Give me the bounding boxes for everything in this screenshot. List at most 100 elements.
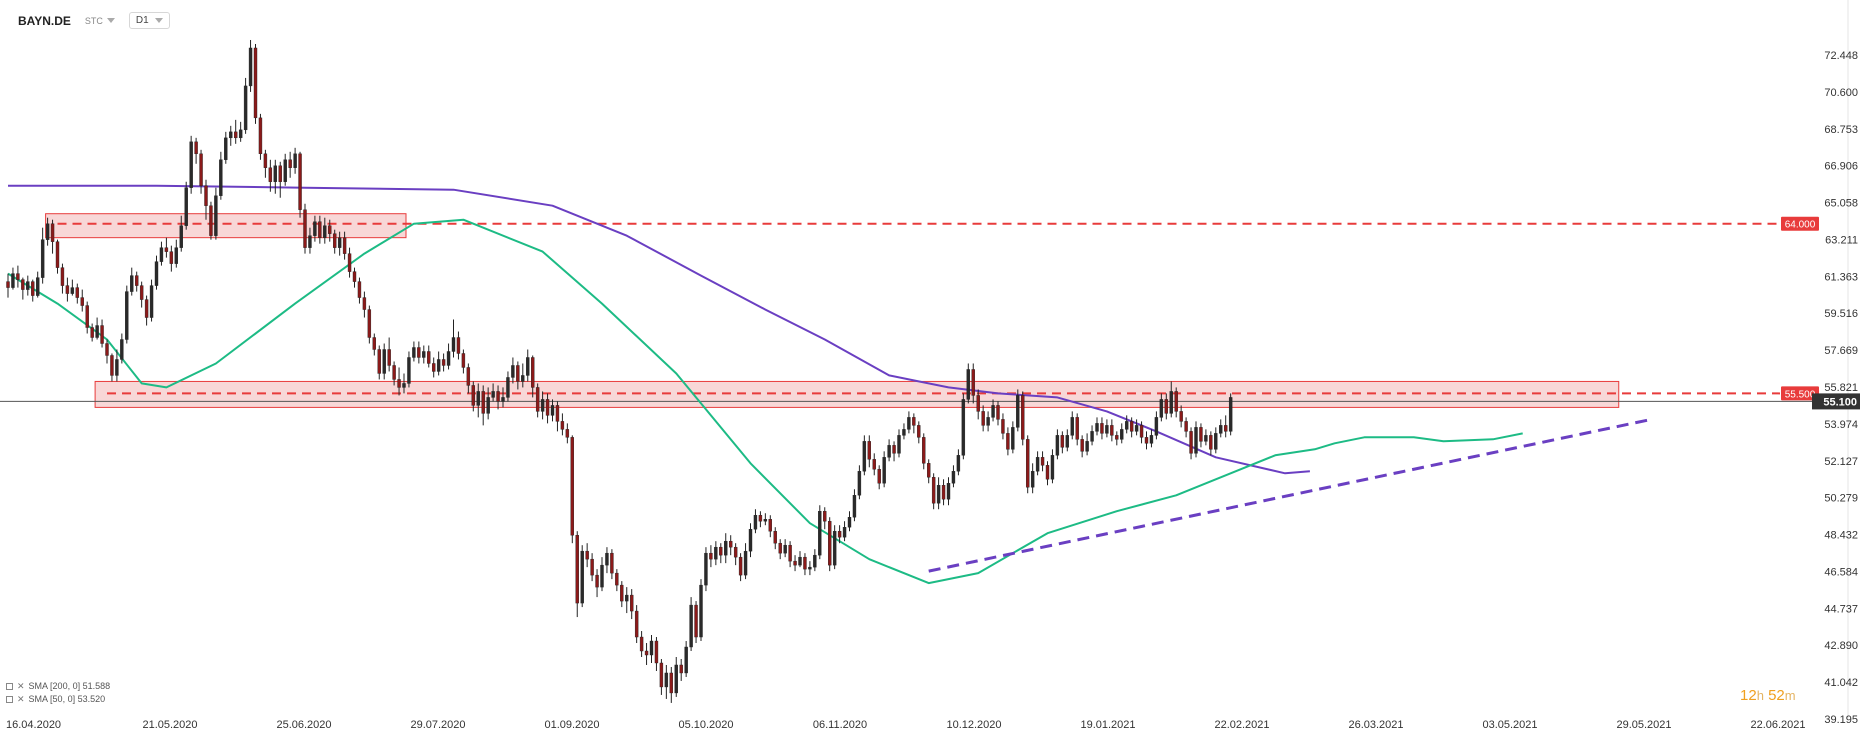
candle-body — [70, 287, 75, 294]
candle — [526, 349, 530, 382]
candle — [263, 149, 268, 178]
candle — [446, 343, 451, 370]
candle-body — [674, 664, 678, 694]
settings-icon[interactable] — [6, 683, 13, 690]
candle — [471, 381, 475, 412]
candle-body — [580, 550, 584, 604]
candle-body — [179, 225, 183, 248]
y-tick-label: 70.600 — [1824, 87, 1858, 99]
timer-minutes: 52 — [1768, 687, 1785, 704]
candle-body — [1179, 411, 1183, 422]
candle-body — [387, 349, 391, 366]
candle-body — [456, 337, 461, 354]
level-price-tag — [1781, 386, 1819, 401]
candle — [1124, 415, 1129, 434]
close-icon[interactable]: ✕ — [17, 694, 25, 704]
candle — [481, 385, 485, 426]
candle-body — [1035, 457, 1040, 472]
candle — [422, 345, 426, 364]
candle-body — [1085, 441, 1089, 452]
x-tick-label: 22.02.2021 — [1214, 719, 1269, 731]
candle-body — [1219, 425, 1223, 434]
candle-body — [1080, 439, 1084, 452]
candle — [946, 477, 951, 506]
legend-sma200[interactable]: ✕ SMA [200, 0] 51.588 — [6, 680, 110, 693]
candle — [110, 353, 114, 382]
candle — [194, 137, 198, 164]
y-tick-label: 50.279 — [1824, 493, 1858, 505]
candle-body — [491, 391, 495, 398]
candle-body — [625, 594, 629, 602]
candle-body — [6, 281, 10, 288]
legend-sma50[interactable]: ✕ SMA [50, 0] 53.520 — [6, 693, 110, 706]
candle — [768, 515, 772, 538]
candle-body — [248, 47, 253, 87]
candle — [1085, 433, 1089, 456]
candle — [1164, 393, 1169, 420]
candle-body — [486, 397, 490, 414]
candle-body — [887, 445, 891, 458]
candle-body — [768, 519, 772, 532]
candle — [417, 341, 421, 364]
candle-body — [1105, 425, 1109, 434]
candle — [1006, 427, 1010, 456]
candle — [1149, 429, 1154, 448]
candle — [328, 219, 332, 242]
candle-body — [422, 351, 426, 358]
candle — [1169, 381, 1173, 418]
settings-icon[interactable] — [6, 696, 13, 703]
candle — [397, 367, 401, 396]
candle-body — [605, 552, 609, 566]
candle — [179, 215, 183, 252]
candle — [115, 349, 119, 382]
candle-body — [956, 455, 961, 472]
y-tick-label: 59.516 — [1824, 308, 1858, 320]
candle — [882, 451, 886, 488]
candle-body — [1149, 435, 1154, 444]
candle — [531, 355, 535, 398]
candle — [357, 277, 362, 304]
candle-body — [550, 405, 555, 416]
candle — [486, 387, 490, 420]
candle — [85, 301, 89, 334]
candle-body — [986, 417, 990, 426]
candle — [996, 401, 1000, 426]
candle — [823, 507, 827, 530]
candle-body — [1144, 437, 1149, 444]
chart-type-label: STC — [84, 15, 103, 26]
candle — [1209, 431, 1213, 456]
candle-body — [496, 391, 500, 402]
candle — [872, 453, 876, 476]
candle — [21, 277, 25, 300]
chart-type-selector[interactable]: STC — [85, 16, 115, 26]
candle — [466, 363, 471, 394]
candle-body — [669, 672, 673, 694]
x-tick-label: 21.05.2020 — [142, 719, 197, 731]
candle — [36, 271, 40, 298]
candle — [219, 151, 223, 200]
y-tick-label: 65.058 — [1824, 198, 1858, 210]
candle — [714, 541, 718, 566]
timeframe-selector[interactable]: D1 — [128, 12, 170, 29]
candle-body — [1070, 417, 1074, 436]
last-price-tag — [1812, 393, 1860, 410]
candle — [1139, 421, 1144, 444]
candle-body — [976, 395, 980, 412]
sma200-line — [8, 184, 1310, 475]
y-tick-label: 48.432 — [1824, 530, 1858, 542]
candle — [620, 581, 624, 608]
candle — [545, 393, 550, 424]
candle — [100, 319, 104, 348]
candle — [1179, 405, 1183, 428]
close-icon[interactable]: ✕ — [17, 681, 25, 691]
candlesticks — [6, 39, 1233, 703]
candle-body — [1110, 425, 1114, 436]
candle — [1080, 435, 1084, 458]
symbol-label[interactable]: BAYN.DE — [18, 13, 71, 28]
candle-body — [229, 131, 233, 139]
candle-body — [50, 223, 55, 242]
x-tick-label: 26.03.2021 — [1348, 719, 1403, 731]
candle — [917, 421, 921, 444]
